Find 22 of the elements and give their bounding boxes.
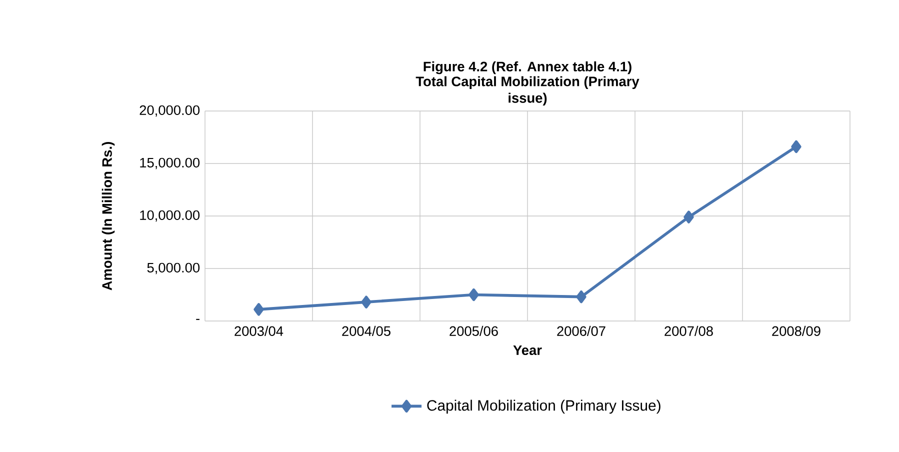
x-tick-label: 2006/07 [557, 326, 606, 336]
x-tick-label: 2003/04 [234, 326, 284, 336]
x-tick-label: 2008/09 [772, 326, 820, 336]
legend-label: Capital Mobilization (Primary Issue) [427, 400, 660, 414]
point [576, 290, 586, 304]
x-tick-label: 2007/08 [664, 326, 713, 336]
x-tick-label: 2004/05 [342, 326, 390, 336]
point [684, 210, 694, 224]
y-tick-label: 15,000.00 [140, 158, 200, 170]
chart-title: Figure 4.2 (Ref. Annex table 4.1) [424, 61, 632, 74]
y-tick-label: - [196, 318, 200, 320]
x-axis-title: Year [513, 345, 542, 356]
y-tick-label: 5,000.00 [147, 262, 200, 274]
point [361, 296, 372, 308]
x-tick-label: 2005/06 [450, 326, 498, 336]
point [468, 288, 479, 302]
point [791, 140, 802, 154]
chart-subtitle: Total Capital Mobilization (Primary issue) [416, 76, 640, 106]
point [254, 303, 264, 316]
y-tick-label: 10,000.00 [140, 210, 200, 222]
y-axis-title: Amount (In Million Rs.) [102, 142, 115, 290]
y-tick-label: 20,000.00 [140, 105, 200, 117]
